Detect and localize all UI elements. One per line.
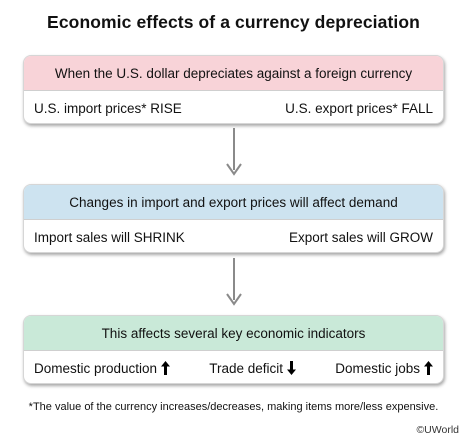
cause-body: U.S. import prices* RISE U.S. export pri… [24, 90, 443, 123]
cause-box: When the U.S. dollar depreciates against… [23, 55, 444, 124]
diagram-title: Economic effects of a currency depreciat… [47, 12, 420, 32]
indicator-label: Domestic production [34, 360, 158, 376]
flow-arrow-1 [226, 128, 242, 176]
indicator-label: Trade deficit [209, 360, 284, 376]
import-sales-text: Import sales will SHRINK [34, 229, 185, 245]
indicator-label: Domestic jobs [335, 360, 420, 376]
up-arrow-icon [161, 360, 171, 375]
demand-header: Changes in import and export prices will… [24, 185, 443, 219]
cause-header: When the U.S. dollar depreciates against… [24, 56, 443, 90]
footnote: *The value of the currency increases/dec… [28, 401, 439, 413]
indicators-box: This affects several key economic indica… [23, 315, 444, 384]
import-prices-text: U.S. import prices* RISE [34, 100, 182, 116]
demand-body: Import sales will SHRINK Export sales wi… [24, 219, 443, 252]
indicator-domestic-production: Domestic production [34, 360, 171, 376]
brand-mark: ©UWorld [416, 424, 459, 436]
up-arrow-icon [423, 360, 433, 375]
demand-box: Changes in import and export prices will… [23, 184, 444, 253]
indicators-body: Domestic production Trade deficit Domest… [24, 350, 443, 383]
export-prices-text: U.S. export prices* FALL [285, 100, 433, 116]
export-sales-text: Export sales will GROW [288, 229, 433, 245]
down-arrow-icon [287, 360, 297, 375]
indicator-domestic-jobs: Domestic jobs [335, 360, 433, 376]
indicators-header: This affects several key economic indica… [24, 316, 443, 350]
flow-arrow-2 [226, 258, 242, 306]
indicator-trade-deficit: Trade deficit [209, 360, 297, 376]
